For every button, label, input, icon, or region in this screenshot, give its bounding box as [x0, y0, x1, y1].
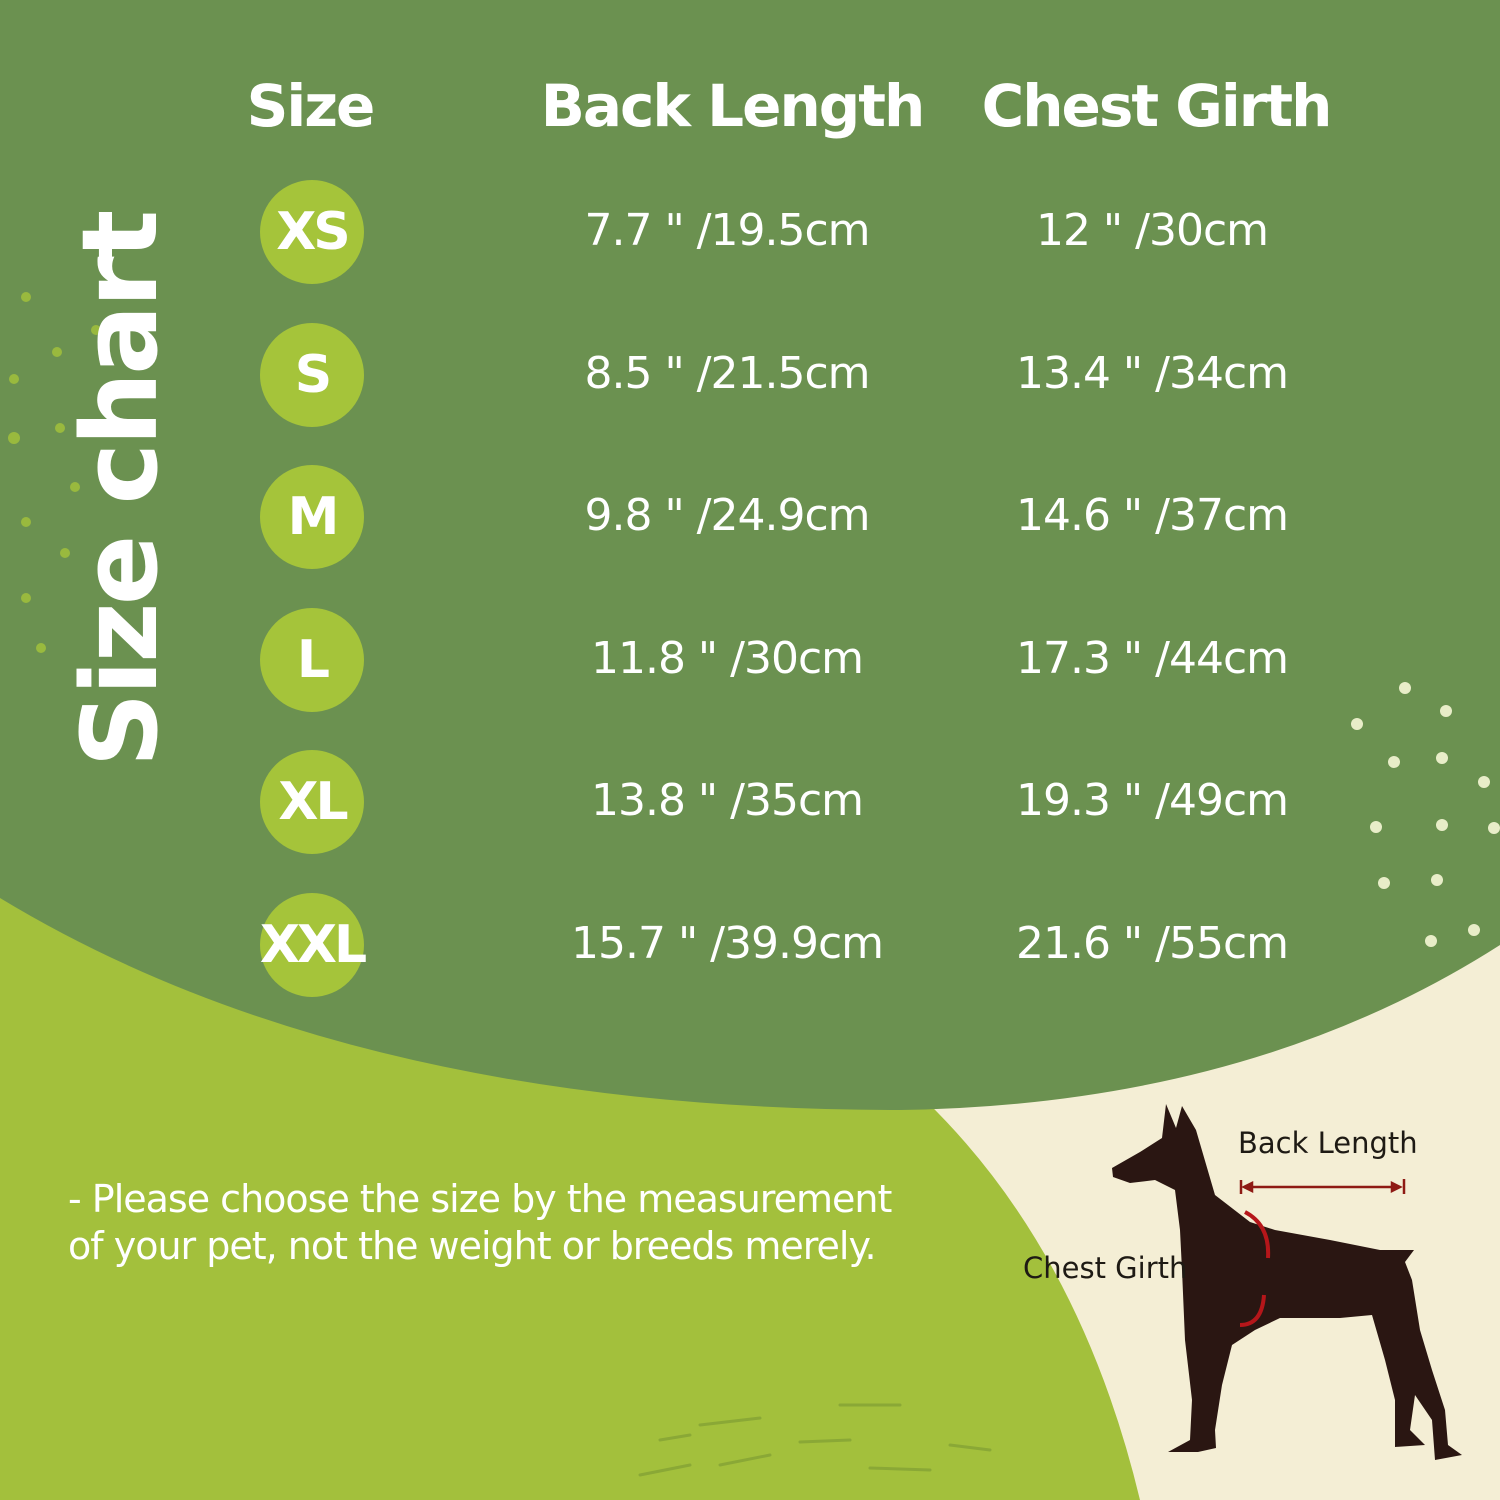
chest-girth-value: 13.4 " /34cm [1015, 348, 1289, 399]
chest-girth-value: 17.3 " /44cm [1015, 633, 1289, 684]
note-line-2: of your pet, not the weight or breeds me… [68, 1224, 877, 1268]
header-size: Size [246, 72, 376, 140]
chest-girth-label: Chest Girth [1023, 1251, 1188, 1285]
chest-girth-value: 21.6 " /55cm [1015, 918, 1289, 969]
decorative-dots [8, 292, 108, 653]
chest-girth-arrows [1239, 1210, 1271, 1327]
size-badge: S [260, 323, 364, 427]
back-length-value: 9.8 " /24.9cm [584, 490, 870, 541]
dog-silhouette [1112, 1104, 1462, 1460]
back-length-value: 13.8 " /35cm [590, 775, 864, 826]
back-length-value: 8.5 " /21.5cm [584, 348, 870, 399]
back-length-label: Back Length [1238, 1126, 1418, 1160]
chest-girth-value: 12 " /30cm [1035, 205, 1269, 256]
decorative-dots-right [1351, 682, 1500, 947]
chest-girth-value: 14.6 " /37cm [1015, 490, 1289, 541]
header-back-length: Back Length [540, 72, 926, 140]
size-badge: XL [260, 750, 364, 854]
dark-green-region [0, 0, 1500, 1110]
size-badge: L [260, 608, 364, 712]
back-length-value: 15.7 " /39.9cm [570, 918, 884, 969]
grass-dashes [638, 1403, 992, 1477]
sizing-note: - Please choose the size by the measurem… [68, 1176, 892, 1270]
back-length-value: 11.8 " /30cm [590, 633, 864, 684]
header-chest-girth: Chest Girth [981, 72, 1333, 140]
size-badge: M [260, 465, 364, 569]
size-badge: XXL [260, 893, 367, 997]
note-line-1: - Please choose the size by the measurem… [68, 1177, 892, 1221]
back-length-value: 7.7 " /19.5cm [584, 205, 870, 256]
back-length-arrow [1239, 1179, 1406, 1194]
chest-girth-value: 19.3 " /49cm [1015, 775, 1289, 826]
size-chart-title: Size chart [59, 212, 181, 768]
size-badge: XS [260, 180, 364, 284]
